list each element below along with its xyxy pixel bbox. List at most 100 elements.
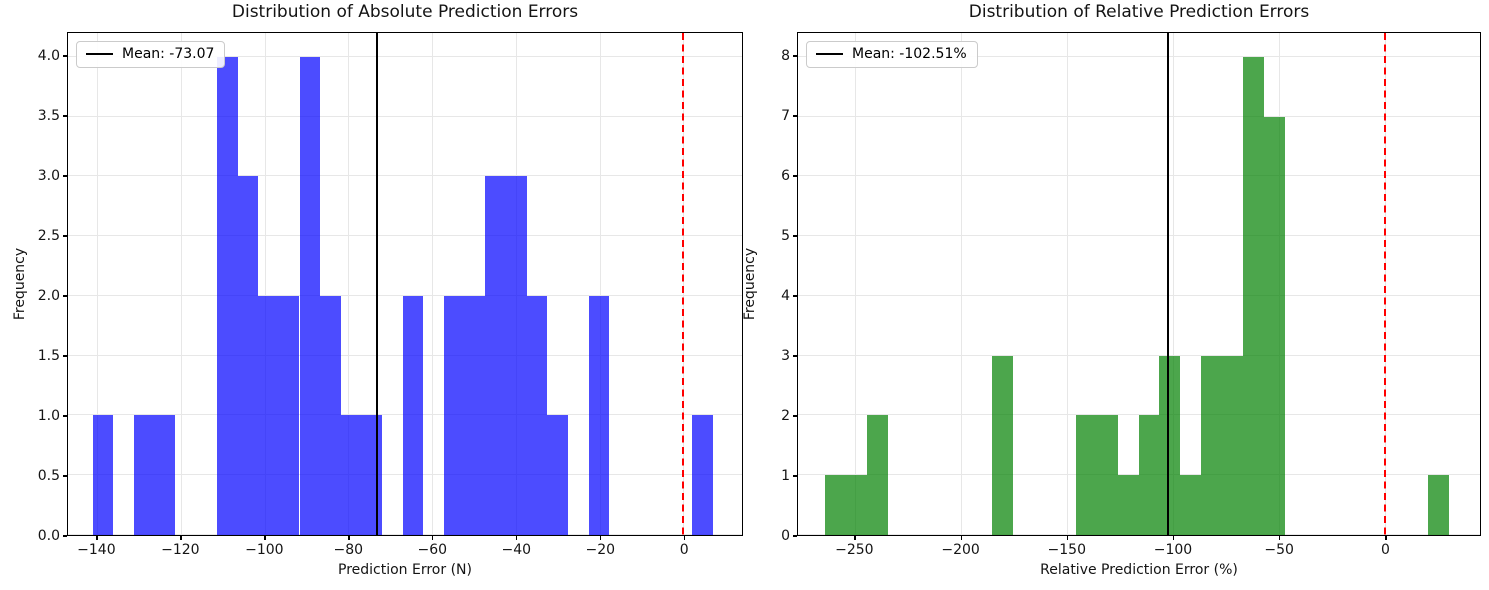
x-gridline — [855, 33, 857, 535]
y-tick-label: 2 — [781, 408, 790, 424]
x-tick-mark — [348, 536, 350, 540]
y-tick-mark — [793, 535, 797, 537]
x-tick-label: −120 — [161, 542, 200, 558]
x-gridline — [1172, 33, 1174, 535]
y-tick-mark — [63, 295, 67, 297]
y-gridline — [798, 55, 1480, 57]
y-tick-mark — [63, 55, 67, 57]
y-tick-label: 2.0 — [37, 288, 60, 304]
x-tick-label: 0 — [1380, 542, 1390, 558]
histogram-bar — [866, 415, 888, 535]
x-tick-mark — [432, 536, 434, 540]
histogram-bar — [237, 176, 259, 535]
histogram-bar — [992, 355, 1013, 535]
y-tick-mark — [793, 115, 797, 117]
histogram-bar — [216, 56, 238, 535]
histogram-bar — [824, 475, 846, 535]
y-tick-mark — [793, 415, 797, 417]
x-tick-label: −250 — [835, 542, 874, 558]
x-tick-mark — [1066, 536, 1068, 540]
x-gridline — [961, 33, 963, 535]
x-gridline — [1066, 33, 1068, 535]
y-gridline — [798, 414, 1480, 416]
x-axis-label: Prediction Error (N) — [338, 562, 472, 578]
histogram-bar — [845, 475, 867, 535]
histogram-bar — [278, 295, 300, 535]
y-tick-label: 3.0 — [37, 168, 60, 184]
y-axis-label: Frequency — [12, 247, 28, 321]
legend: Mean: -102.51% — [806, 41, 978, 68]
lines-layer — [798, 33, 1480, 535]
x-gridline — [181, 33, 183, 535]
x-gridline — [264, 33, 266, 535]
subplot-absolute-errors: Distribution of Absolute Prediction Erro… — [12, 2, 743, 578]
histogram-bar — [1222, 355, 1243, 535]
x-tick-label: −140 — [77, 542, 116, 558]
histogram-bar — [1117, 475, 1139, 535]
mean-line — [376, 33, 379, 535]
legend: Mean: -73.07 — [76, 41, 226, 68]
y-tick-label: 0.5 — [37, 468, 60, 484]
y-tick-label: 0.0 — [37, 528, 60, 544]
x-tick-label: −200 — [941, 542, 980, 558]
histogram-bar — [402, 295, 424, 535]
x-tick-mark — [180, 536, 182, 540]
legend-label: Mean: -73.07 — [122, 46, 215, 62]
histogram-bar — [1263, 116, 1285, 535]
x-tick-label: −80 — [333, 542, 364, 558]
x-gridline — [348, 33, 350, 535]
y-tick-label: 1.5 — [37, 348, 60, 364]
histogram-bar — [258, 295, 279, 535]
y-tick-label: 4.0 — [37, 48, 60, 64]
x-tick-mark — [1385, 536, 1387, 540]
y-tick-label: 3.5 — [37, 108, 60, 124]
chart-title: Distribution of Absolute Prediction Erro… — [231, 2, 579, 22]
chart-title: Distribution of Relative Prediction Erro… — [968, 2, 1310, 22]
zero-line — [682, 33, 685, 535]
histogram-bar — [320, 295, 341, 535]
y-gridline — [68, 294, 742, 296]
x-tick-label: −60 — [417, 542, 448, 558]
y-tick-label: 2.5 — [37, 228, 60, 244]
y-tick-mark — [63, 475, 67, 477]
x-gridline — [432, 33, 434, 535]
x-tick-mark — [1172, 536, 1175, 540]
histogram-bar — [340, 415, 362, 535]
y-tick-label: 5 — [781, 228, 790, 244]
plot-area: Mean: -73.07 — [67, 32, 743, 536]
histogram-bar — [1096, 415, 1118, 535]
x-tick-mark — [684, 536, 686, 540]
legend-mean-line-sample — [86, 52, 113, 56]
y-gridline — [68, 175, 742, 177]
x-gridline — [599, 33, 601, 535]
x-tick-label: −40 — [501, 542, 532, 558]
histogram-bar — [1180, 475, 1202, 535]
histogram-bar — [1075, 415, 1097, 535]
y-tick-label: 6 — [781, 168, 790, 184]
y-tick-mark — [63, 235, 67, 237]
x-tick-mark — [516, 536, 518, 540]
y-tick-label: 0 — [781, 528, 790, 544]
histogram-bar — [464, 295, 486, 535]
y-axis-label: Frequency — [742, 247, 758, 321]
y-tick-label: 1.0 — [37, 408, 60, 424]
x-tick-label: −150 — [1047, 542, 1086, 558]
x-tick-mark — [960, 536, 962, 540]
legend-label: Mean: -102.51% — [852, 46, 967, 62]
lines-layer — [68, 33, 742, 535]
histogram-bar — [485, 176, 507, 535]
y-tick-mark — [793, 55, 797, 57]
histogram-bar — [588, 295, 610, 535]
y-tick-mark — [63, 415, 67, 417]
zero-line — [1383, 33, 1386, 535]
histogram-bar — [1428, 475, 1450, 535]
histogram-bar — [1138, 415, 1160, 535]
y-gridline — [68, 235, 742, 237]
x-gridline — [97, 33, 99, 535]
x-tick-label: 0 — [679, 542, 689, 558]
histogram-bar — [443, 295, 465, 535]
x-tick-label: −100 — [1153, 542, 1193, 558]
x-tick-label: −20 — [585, 542, 616, 558]
y-gridline — [68, 55, 742, 57]
